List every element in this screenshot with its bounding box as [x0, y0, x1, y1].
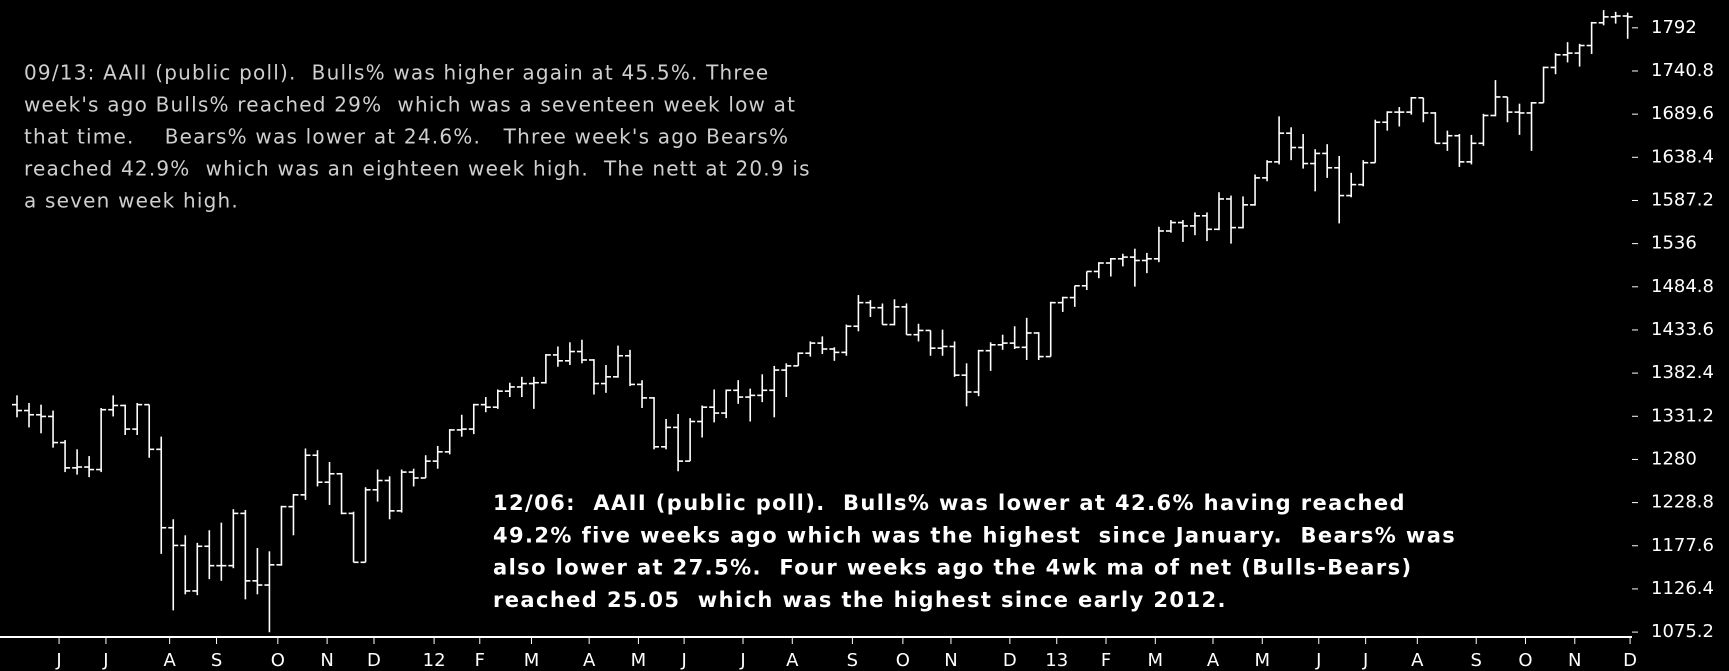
y-tick-label: 1638.4 [1651, 146, 1714, 167]
annotation-line: week's ago Bulls% reached 29% which was … [24, 93, 796, 117]
x-tick-label: S [211, 650, 222, 671]
x-tick-label: F [475, 650, 485, 671]
x-tick-label: J [1315, 650, 1321, 671]
y-tick-label: 1228.8 [1651, 492, 1714, 513]
x-tick-label: D [1003, 650, 1017, 671]
x-tick-label: D [367, 650, 381, 671]
y-tick-label: 1484.8 [1651, 276, 1714, 297]
annotation-line: also lower at 27.5%. Four weeks ago the … [493, 556, 1413, 580]
y-tick-label: 1126.4 [1651, 578, 1714, 599]
annotation-line: 09/13: AAII (public poll). Bulls% was hi… [24, 61, 769, 85]
x-tick-label: J [680, 650, 686, 671]
annotation-line: reached 42.9% which was an eighteen week… [24, 157, 811, 181]
y-tick-label: 1689.6 [1651, 103, 1714, 124]
y-tick-label: 1587.2 [1651, 189, 1714, 210]
x-tick-label: S [1471, 650, 1482, 671]
y-tick-label: 1433.6 [1651, 319, 1714, 340]
annotation-line: that time. Bears% was lower at 24.6%. Th… [24, 125, 789, 149]
x-tick-label: S [847, 650, 858, 671]
x-tick-label: O [271, 650, 285, 671]
x-tick-label: J [102, 650, 108, 671]
x-tick-label: A [583, 650, 596, 671]
y-tick-label: 1536 [1651, 233, 1697, 254]
x-tick-label: M [1255, 650, 1271, 671]
x-tick-label: O [896, 650, 910, 671]
x-tick-label: A [163, 650, 176, 671]
y-tick-label: 1331.2 [1651, 405, 1714, 426]
y-tick-label: 1280 [1651, 448, 1697, 469]
x-tick-label: O [1518, 650, 1532, 671]
annotation-line: 12/06: AAII (public poll). Bulls% was lo… [493, 491, 1406, 515]
x-tick-label: N [320, 650, 333, 671]
y-tick-label: 1792 [1651, 17, 1697, 38]
x-tick-label: J [1362, 650, 1368, 671]
x-tick-label: A [1207, 650, 1220, 671]
x-tick-label: A [786, 650, 799, 671]
x-tick-label: M [631, 650, 647, 671]
y-tick-label: 1382.4 [1651, 362, 1714, 383]
x-tick-label: M [1148, 650, 1164, 671]
y-tick-label: 1740.8 [1651, 60, 1714, 81]
annotation-line: 49.2% five weeks ago which was the highe… [493, 523, 1456, 547]
annotation-line: reached 25.05 which was the highest sinc… [493, 588, 1227, 612]
x-tick-label: 12 [423, 650, 446, 671]
x-tick-label: F [1101, 650, 1111, 671]
x-tick-label: N [944, 650, 957, 671]
x-tick-label: J [55, 650, 61, 671]
y-tick-label: 1177.6 [1651, 535, 1714, 556]
annotation-line: a seven week high. [24, 189, 239, 213]
x-tick-label: A [1411, 650, 1424, 671]
y-tick-label: 1075.2 [1651, 621, 1714, 642]
x-tick-label: M [524, 650, 540, 671]
x-tick-label: N [1568, 650, 1581, 671]
x-tick-label: 13 [1045, 650, 1068, 671]
x-tick-label: J [739, 650, 745, 671]
x-tick-label: D [1623, 650, 1637, 671]
